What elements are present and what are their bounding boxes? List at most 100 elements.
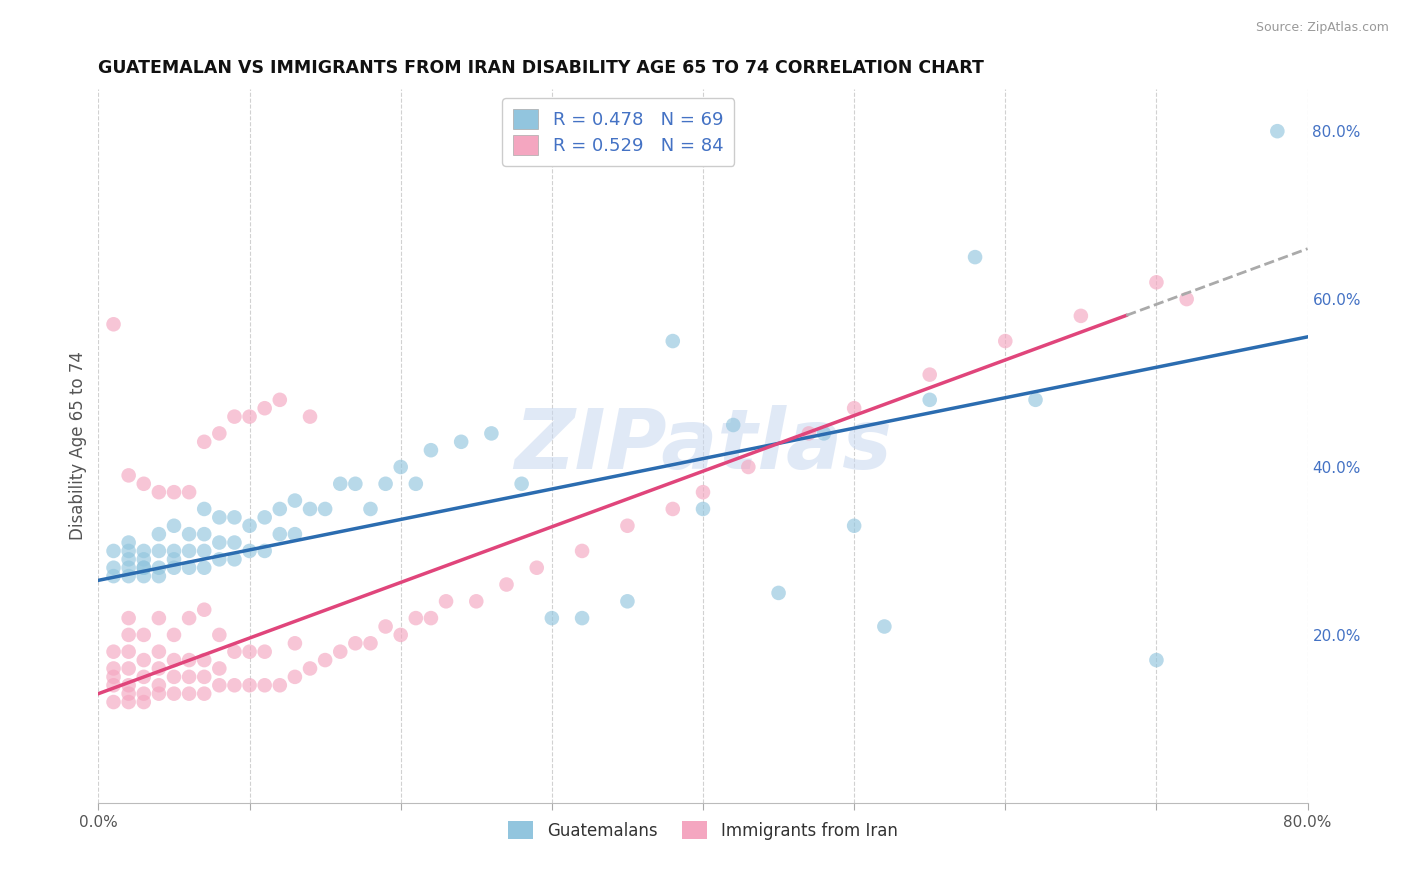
Text: ZIPatlas: ZIPatlas xyxy=(515,406,891,486)
Point xyxy=(389,460,412,475)
Point xyxy=(329,476,352,491)
Point xyxy=(148,661,170,675)
Point xyxy=(299,661,322,675)
Point xyxy=(118,661,141,675)
Point xyxy=(132,560,155,574)
Point xyxy=(284,670,307,684)
Point xyxy=(118,687,141,701)
Point xyxy=(193,544,215,558)
Point xyxy=(239,409,262,424)
Point xyxy=(163,687,186,701)
Point xyxy=(179,611,201,625)
Point xyxy=(1024,392,1046,407)
Point xyxy=(148,569,170,583)
Point xyxy=(208,628,231,642)
Point xyxy=(405,611,427,625)
Point xyxy=(224,678,246,692)
Point xyxy=(148,544,170,558)
Point xyxy=(179,544,201,558)
Point xyxy=(132,687,155,701)
Point xyxy=(103,645,125,659)
Point xyxy=(193,434,215,449)
Point xyxy=(405,476,427,491)
Point xyxy=(224,409,246,424)
Point xyxy=(118,535,141,549)
Point xyxy=(148,687,170,701)
Point xyxy=(193,502,215,516)
Point xyxy=(344,636,367,650)
Legend: Guatemalans, Immigrants from Iran: Guatemalans, Immigrants from Iran xyxy=(501,814,905,848)
Point xyxy=(132,670,155,684)
Point xyxy=(163,653,186,667)
Point xyxy=(797,426,820,441)
Point xyxy=(844,401,866,416)
Point xyxy=(163,518,186,533)
Point xyxy=(148,560,170,574)
Point xyxy=(148,485,170,500)
Point xyxy=(132,628,155,642)
Point xyxy=(118,628,141,642)
Point xyxy=(208,661,231,675)
Point xyxy=(132,695,155,709)
Point xyxy=(163,628,186,642)
Point xyxy=(163,560,186,574)
Point xyxy=(965,250,987,264)
Y-axis label: Disability Age 65 to 74: Disability Age 65 to 74 xyxy=(69,351,87,541)
Point xyxy=(374,619,396,633)
Point xyxy=(1267,124,1289,138)
Point xyxy=(208,678,231,692)
Point xyxy=(495,577,517,591)
Point xyxy=(224,510,246,524)
Point xyxy=(616,594,638,608)
Point xyxy=(193,603,215,617)
Point xyxy=(360,636,382,650)
Point xyxy=(179,653,201,667)
Point xyxy=(103,560,125,574)
Point xyxy=(132,569,155,583)
Point xyxy=(118,560,141,574)
Point xyxy=(360,502,382,516)
Point xyxy=(118,468,141,483)
Point xyxy=(163,670,186,684)
Text: GUATEMALAN VS IMMIGRANTS FROM IRAN DISABILITY AGE 65 TO 74 CORRELATION CHART: GUATEMALAN VS IMMIGRANTS FROM IRAN DISAB… xyxy=(98,59,984,77)
Point xyxy=(103,318,125,332)
Point xyxy=(193,527,215,541)
Point xyxy=(239,645,262,659)
Point xyxy=(132,653,155,667)
Text: Source: ZipAtlas.com: Source: ZipAtlas.com xyxy=(1256,21,1389,34)
Point xyxy=(661,334,683,348)
Point xyxy=(299,409,322,424)
Point xyxy=(193,687,215,701)
Point xyxy=(179,485,201,500)
Point xyxy=(148,678,170,692)
Point xyxy=(510,476,533,491)
Point xyxy=(253,401,276,416)
Point xyxy=(239,678,262,692)
Point xyxy=(179,527,201,541)
Point xyxy=(374,476,396,491)
Point xyxy=(179,670,201,684)
Point xyxy=(571,544,593,558)
Point xyxy=(208,535,231,549)
Point xyxy=(179,687,201,701)
Point xyxy=(132,544,155,558)
Point xyxy=(132,552,155,566)
Point xyxy=(269,527,291,541)
Point xyxy=(434,594,457,608)
Point xyxy=(148,527,170,541)
Point xyxy=(179,560,201,574)
Point xyxy=(193,653,215,667)
Point xyxy=(132,476,155,491)
Point xyxy=(253,510,276,524)
Point xyxy=(118,678,141,692)
Point xyxy=(118,645,141,659)
Point xyxy=(118,569,141,583)
Point xyxy=(163,544,186,558)
Point xyxy=(208,510,231,524)
Point xyxy=(540,611,562,625)
Point xyxy=(723,417,745,432)
Point xyxy=(269,502,291,516)
Point xyxy=(239,518,262,533)
Point xyxy=(329,645,352,659)
Point xyxy=(994,334,1017,348)
